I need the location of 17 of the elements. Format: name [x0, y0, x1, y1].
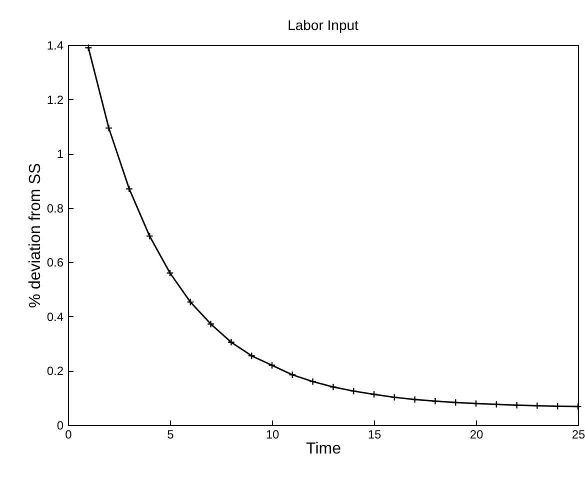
y-tick-label: 1 [56, 147, 64, 162]
y-tick-label: 0.8 [46, 201, 64, 216]
x-tick-label: 5 [167, 428, 174, 442]
y-tick-label: 0.6 [46, 256, 64, 270]
x-axis-title: Time [306, 440, 342, 458]
y-tick-label: 0.4 [46, 310, 64, 324]
x-tick-label: 0 [65, 428, 72, 442]
y-tick-label: 0.2 [46, 364, 64, 378]
y-axis-title: % deviation from SS [26, 163, 44, 308]
x-tick-label: 15 [368, 428, 382, 442]
y-tick-label: 0 [56, 418, 64, 432]
x-tick-label: 10 [266, 428, 280, 442]
x-tick-label: 20 [470, 428, 484, 442]
x-tick-label: 25 [572, 428, 585, 442]
y-tick-label: 1.2 [46, 92, 64, 107]
chart-title: Labor Input [288, 17, 359, 33]
y-tick-label: 1.4 [46, 38, 64, 52]
